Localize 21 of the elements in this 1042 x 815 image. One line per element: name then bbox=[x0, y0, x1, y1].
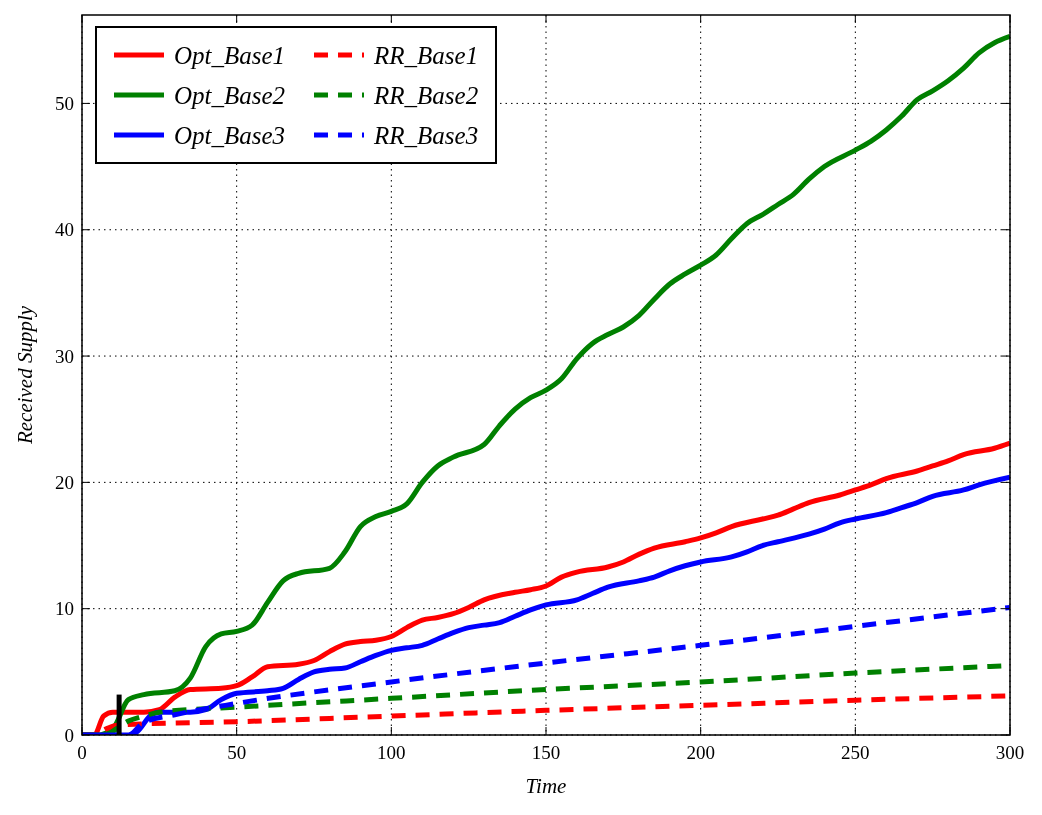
legend-label: RR_Base2 bbox=[373, 81, 479, 109]
legend-label: RR_Base1 bbox=[373, 41, 479, 69]
legend-label: RR_Base3 bbox=[373, 121, 479, 149]
x-tick-label: 250 bbox=[841, 742, 870, 763]
y-tick-label: 0 bbox=[64, 724, 74, 746]
x-tick-label: 300 bbox=[995, 742, 1025, 763]
x-tick-label: 0 bbox=[77, 742, 87, 763]
y-tick-label: 40 bbox=[55, 219, 74, 241]
legend-label: Opt_Base2 bbox=[174, 81, 286, 109]
y-tick-label: 20 bbox=[55, 472, 74, 494]
x-tick-label: 150 bbox=[531, 742, 561, 763]
y-tick-label: 30 bbox=[55, 345, 74, 367]
x-tick-label: 200 bbox=[686, 742, 715, 763]
y-tick-label: 10 bbox=[55, 598, 74, 620]
legend-label: Opt_Base3 bbox=[174, 121, 286, 149]
x-axis-title: Time bbox=[525, 774, 567, 798]
x-tick-label: 100 bbox=[377, 742, 406, 763]
y-axis-title: Received Supply bbox=[13, 305, 37, 446]
legend-label: Opt_Base1 bbox=[174, 41, 286, 69]
y-tick-label: 50 bbox=[55, 93, 74, 115]
x-tick-label: 50 bbox=[227, 742, 247, 763]
